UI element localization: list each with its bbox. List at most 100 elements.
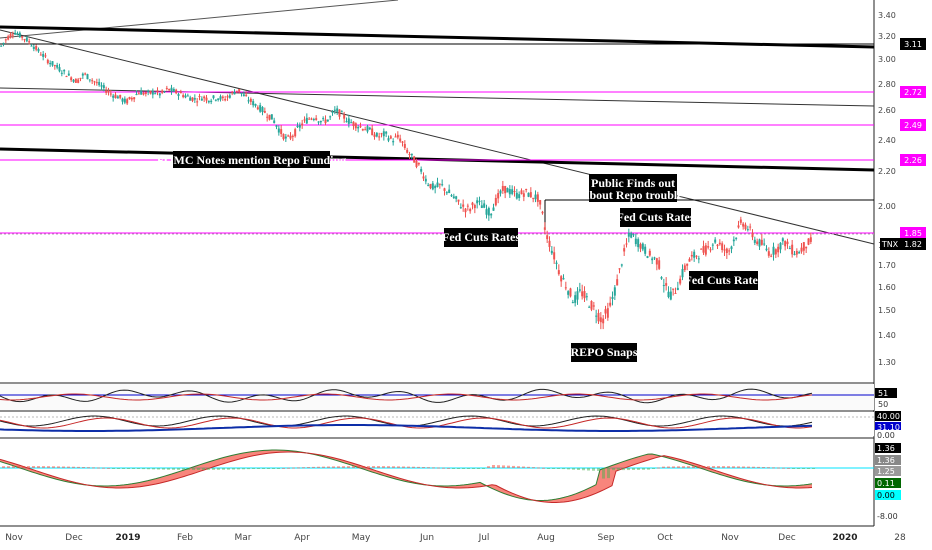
histogram-bar — [642, 468, 645, 470]
candle-body — [179, 91, 182, 94]
candle-body — [151, 90, 154, 95]
candle-body — [438, 183, 441, 185]
histogram-bar — [57, 466, 60, 468]
price-badge-bg — [900, 227, 926, 239]
candle-body — [394, 136, 397, 138]
candle-body — [86, 74, 89, 80]
histogram-bar — [232, 468, 235, 470]
histogram-bar — [242, 468, 245, 470]
histogram-bar — [547, 468, 550, 469]
candle-body — [681, 269, 684, 278]
candle-body — [254, 103, 257, 106]
candle-body — [252, 101, 255, 106]
histogram-bar — [327, 466, 330, 468]
candle-body — [247, 100, 250, 102]
candle-body — [277, 128, 280, 133]
candle-body — [763, 243, 766, 245]
candle-body — [18, 32, 21, 38]
candle-body — [632, 234, 635, 236]
histogram-bar — [707, 466, 710, 468]
rsi-signal-line — [0, 393, 813, 401]
candle-body — [210, 100, 213, 103]
candle-body — [641, 243, 644, 250]
candle-body — [504, 186, 507, 194]
histogram-bar — [197, 468, 200, 470]
time-tick-label: Sep — [598, 533, 615, 543]
indicator-badge — [875, 399, 897, 409]
histogram-bar — [382, 466, 385, 468]
candle-body — [732, 239, 735, 242]
annotation-fed-cuts-1: Fed Cuts Rates — [442, 228, 520, 247]
histogram-bar — [717, 466, 720, 468]
candle-body — [282, 133, 285, 140]
histogram-bar — [122, 468, 125, 469]
histogram-bar — [272, 468, 275, 469]
histogram-bar — [7, 466, 10, 468]
histogram-bar — [512, 465, 515, 468]
candle-body — [627, 232, 630, 237]
histogram-bar — [337, 466, 340, 468]
histogram-bar — [182, 468, 185, 470]
histogram-bar — [412, 466, 415, 468]
histogram-bar — [267, 468, 270, 469]
annotation-box — [444, 228, 518, 247]
candle-body — [126, 99, 129, 104]
histogram-bar — [567, 468, 570, 470]
candle-body — [263, 110, 266, 113]
price-tick-label: 1.70 — [878, 261, 896, 270]
candle-body — [644, 246, 647, 254]
candle-body — [39, 54, 42, 56]
candle-body — [207, 100, 210, 103]
candle-body — [147, 91, 150, 93]
candle-body — [716, 244, 719, 247]
candle-body — [506, 188, 509, 193]
histogram-bar — [187, 468, 190, 470]
candle-body — [235, 90, 238, 92]
candle-body — [588, 306, 591, 308]
candle-body — [291, 135, 294, 137]
annotation-fomc: FOMC Notes mention Repo Funding — [157, 151, 346, 168]
candle-body — [184, 95, 187, 98]
candle-body — [634, 238, 637, 245]
candle-body — [513, 191, 516, 193]
histogram-bar — [577, 468, 580, 470]
candle-body — [375, 132, 378, 137]
candle-body — [795, 250, 798, 255]
histogram-bar — [207, 468, 210, 470]
candle-body — [44, 55, 47, 57]
candle-body — [697, 258, 700, 260]
candle-body — [333, 109, 336, 111]
candle-body — [718, 242, 721, 245]
candle-body — [298, 124, 301, 128]
histogram-bar — [572, 468, 575, 470]
histogram-bar — [532, 467, 535, 469]
histogram-bar — [432, 467, 435, 469]
histogram-bar — [222, 468, 225, 470]
histogram-bar — [392, 466, 395, 468]
histogram-bar — [542, 467, 545, 469]
candle-body — [527, 192, 530, 197]
candle-body — [630, 233, 633, 238]
candle-body — [303, 119, 306, 121]
indicator-badge — [875, 478, 901, 488]
candle-body — [459, 207, 462, 209]
rsi-line — [0, 388, 813, 404]
candle-body — [725, 248, 728, 254]
candle-body — [364, 129, 367, 131]
candle-body — [130, 97, 133, 100]
candle-body — [798, 251, 801, 254]
time-tick-label: 28 — [894, 533, 906, 543]
histogram-bar — [47, 466, 50, 468]
candle-body — [445, 192, 448, 194]
candle-body — [259, 105, 262, 112]
candle-body — [112, 95, 115, 98]
candle-body — [361, 129, 364, 131]
histogram-bar — [62, 466, 65, 468]
candle-body — [557, 270, 560, 275]
candle-body — [158, 93, 161, 96]
candle-body — [791, 244, 794, 255]
histogram-bar — [247, 468, 250, 470]
candle-body — [599, 317, 602, 323]
histogram-bar — [252, 468, 255, 469]
